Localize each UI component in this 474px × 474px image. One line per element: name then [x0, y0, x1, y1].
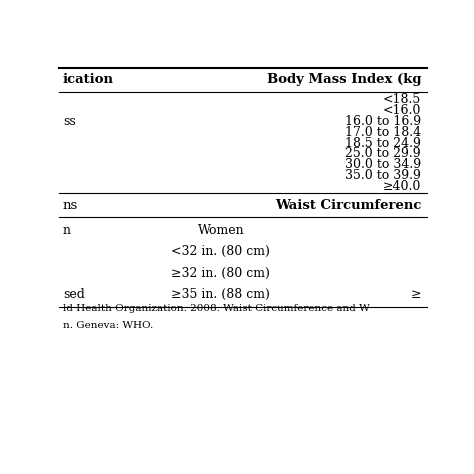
Text: <18.5: <18.5: [383, 93, 421, 107]
Text: 30.0 to 34.9: 30.0 to 34.9: [345, 158, 421, 171]
Text: ≥: ≥: [410, 288, 421, 301]
Text: 18.5 to 24.9: 18.5 to 24.9: [345, 137, 421, 149]
Text: Women: Women: [198, 224, 244, 237]
Text: ≥40.0: ≥40.0: [383, 180, 421, 192]
Text: 16.0 to 16.9: 16.0 to 16.9: [345, 115, 421, 128]
Text: ss: ss: [63, 115, 76, 128]
Text: 17.0 to 18.4: 17.0 to 18.4: [345, 126, 421, 139]
Text: <16.0: <16.0: [383, 104, 421, 117]
Text: ld Health Organization. 2008. Waist Circumference and W: ld Health Organization. 2008. Waist Circ…: [63, 304, 370, 313]
Text: ≥32 in. (80 cm): ≥32 in. (80 cm): [172, 267, 270, 280]
Text: ication: ication: [63, 73, 114, 86]
Text: sed: sed: [63, 288, 85, 301]
Text: ≥35 in. (88 cm): ≥35 in. (88 cm): [172, 288, 270, 301]
Text: 35.0 to 39.9: 35.0 to 39.9: [345, 169, 421, 182]
Text: 25.0 to 29.9: 25.0 to 29.9: [346, 147, 421, 160]
Text: n: n: [63, 224, 71, 237]
Text: Waist Circumferenc: Waist Circumferenc: [275, 199, 421, 212]
Text: <32 in. (80 cm): <32 in. (80 cm): [172, 245, 270, 258]
Text: n. Geneva: WHO.: n. Geneva: WHO.: [63, 321, 153, 330]
Text: ns: ns: [63, 199, 78, 212]
Text: Body Mass Index (kg: Body Mass Index (kg: [266, 73, 421, 86]
